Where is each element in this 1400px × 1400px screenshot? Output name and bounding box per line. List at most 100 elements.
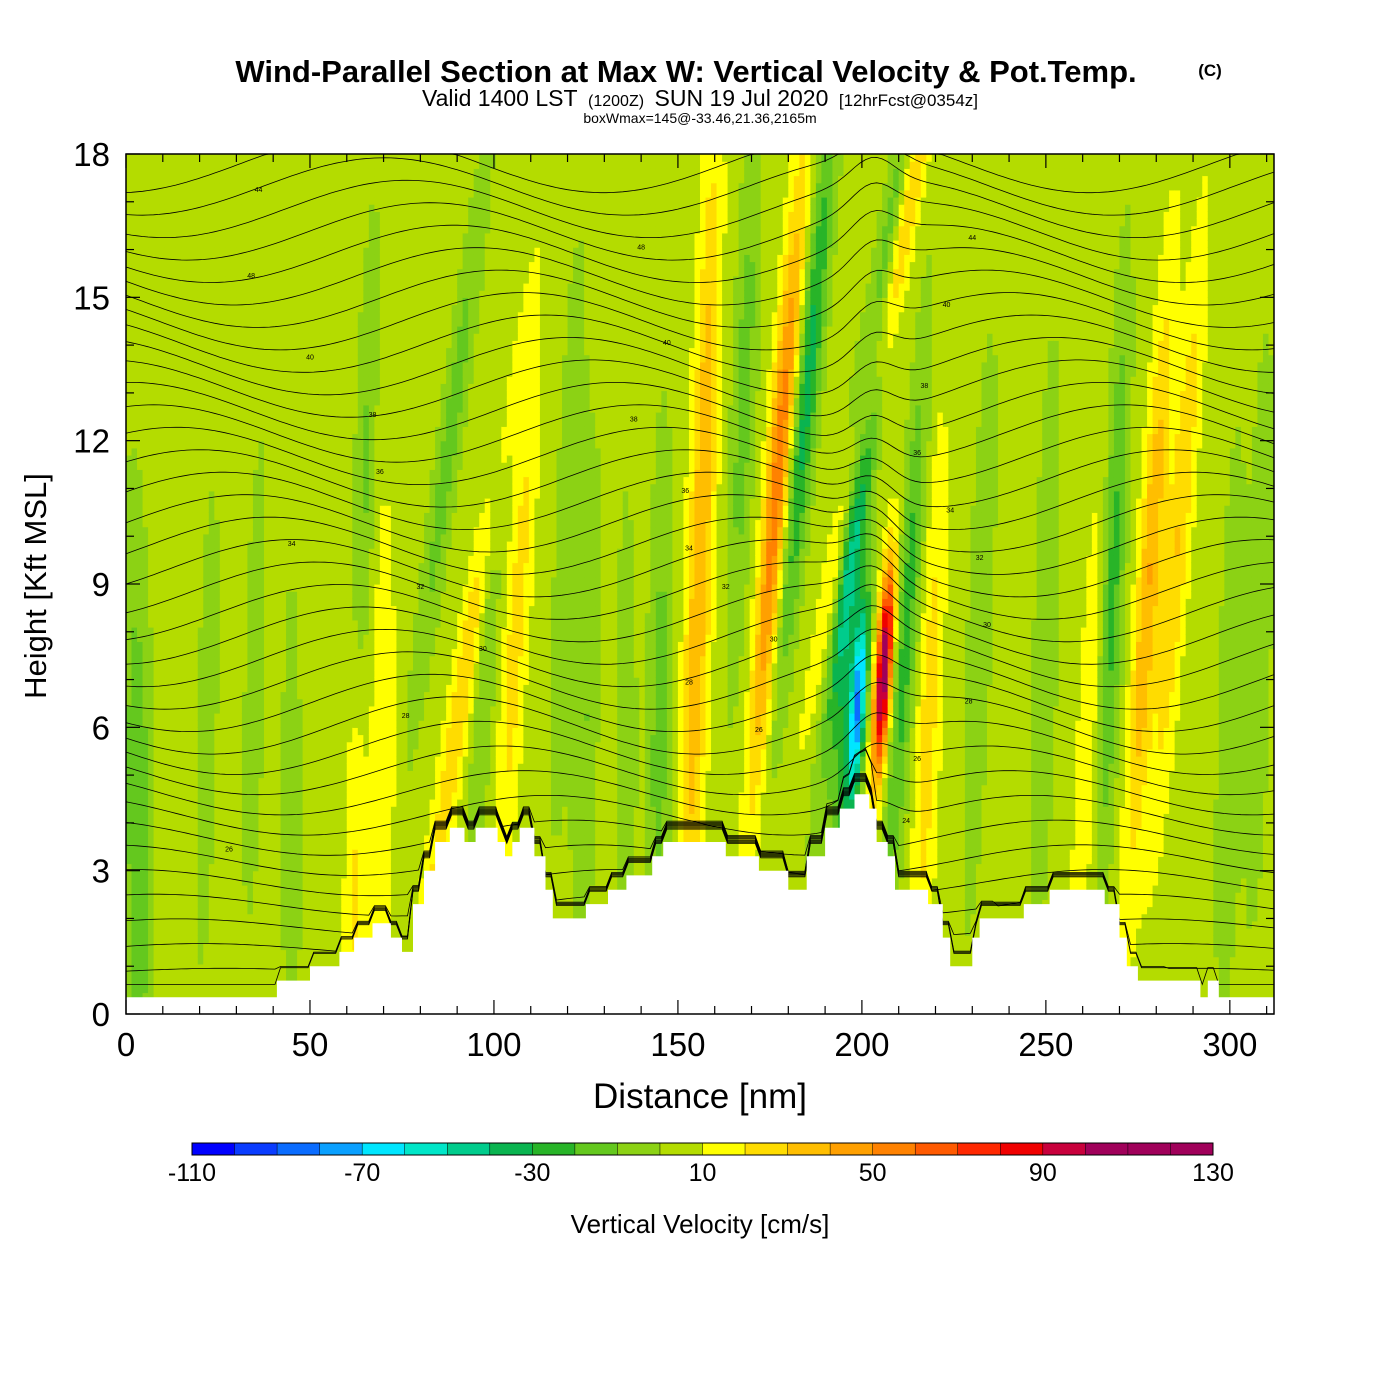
- w-cell: [137, 204, 143, 212]
- w-cell: [159, 591, 165, 599]
- w-cell: [148, 276, 154, 284]
- w-cell: [165, 878, 171, 886]
- w-cell: [181, 376, 187, 384]
- w-cell: [143, 663, 149, 671]
- w-cell: [148, 534, 154, 542]
- w-cell: [170, 376, 176, 384]
- w-cell: [159, 577, 165, 585]
- w-cell: [126, 498, 132, 506]
- w-cell: [159, 713, 165, 721]
- w-cell: [159, 312, 165, 320]
- w-cell: [154, 899, 160, 907]
- w-cell: [170, 219, 176, 227]
- w-cell: [159, 405, 165, 413]
- w-cell: [192, 699, 198, 707]
- w-cell: [165, 950, 171, 958]
- w-cell: [126, 312, 132, 320]
- w-cell: [148, 398, 154, 406]
- w-cell: [132, 477, 138, 485]
- w-cell: [181, 849, 187, 857]
- w-cell: [132, 684, 138, 692]
- w-cell: [148, 441, 154, 449]
- w-cell: [176, 591, 182, 599]
- w-cell: [176, 641, 182, 649]
- w-cell: [132, 692, 138, 700]
- w-cell: [132, 348, 138, 356]
- w-cell: [132, 319, 138, 327]
- w-cell: [159, 369, 165, 377]
- w-cell: [176, 462, 182, 470]
- w-cell: [126, 971, 132, 979]
- w-cell: [132, 713, 138, 721]
- w-cell: [198, 928, 204, 936]
- w-cell: [187, 684, 193, 692]
- w-cell: [143, 448, 149, 456]
- w-cell: [176, 441, 182, 449]
- w-cell: [143, 770, 149, 778]
- w-cell: [148, 426, 154, 434]
- w-cell: [198, 763, 204, 771]
- w-cell: [187, 792, 193, 800]
- w-cell: [192, 168, 198, 176]
- w-cell: [192, 441, 198, 449]
- w-cell: [165, 240, 171, 248]
- w-cell: [148, 419, 154, 427]
- w-cell: [154, 161, 160, 169]
- w-cell: [126, 176, 132, 184]
- w-cell: [148, 262, 154, 270]
- w-cell: [159, 727, 165, 735]
- w-cell: [126, 813, 132, 821]
- w-cell: [176, 735, 182, 743]
- w-cell: [154, 548, 160, 556]
- w-cell: [132, 369, 138, 377]
- w-cell: [159, 957, 165, 965]
- w-cell: [187, 448, 193, 456]
- w-cell: [176, 663, 182, 671]
- w-cell: [181, 348, 187, 356]
- w-cell: [132, 462, 138, 470]
- w-cell: [181, 319, 187, 327]
- w-cell: [154, 563, 160, 571]
- w-cell: [148, 914, 154, 922]
- w-cell: [187, 935, 193, 943]
- w-cell: [165, 770, 171, 778]
- w-cell: [170, 283, 176, 291]
- w-cell: [126, 935, 132, 943]
- w-cell: [143, 878, 149, 886]
- w-cell: [165, 670, 171, 678]
- w-cell: [170, 226, 176, 234]
- w-cell: [176, 548, 182, 556]
- w-cell: [137, 785, 143, 793]
- w-cell: [181, 584, 187, 592]
- w-cell: [170, 921, 176, 929]
- w-cell: [181, 548, 187, 556]
- w-cell: [137, 161, 143, 169]
- w-cell: [170, 434, 176, 442]
- w-cell: [170, 985, 176, 993]
- w-cell: [192, 964, 198, 972]
- w-cell: [159, 548, 165, 556]
- w-cell: [137, 641, 143, 649]
- w-cell: [148, 677, 154, 685]
- w-cell: [154, 577, 160, 585]
- w-cell: [148, 663, 154, 671]
- w-cell: [192, 871, 198, 879]
- w-cell: [187, 928, 193, 936]
- w-cell: [159, 921, 165, 929]
- w-cell: [126, 677, 132, 685]
- w-cell: [170, 168, 176, 176]
- w-cell: [132, 871, 138, 879]
- w-cell: [187, 484, 193, 492]
- w-cell: [154, 434, 160, 442]
- w-cell: [154, 778, 160, 786]
- w-cell: [126, 756, 132, 764]
- w-cell: [159, 799, 165, 807]
- w-cell: [176, 176, 182, 184]
- w-cell: [137, 584, 143, 592]
- w-cell: [148, 355, 154, 363]
- w-cell: [154, 885, 160, 893]
- w-cell: [154, 684, 160, 692]
- w-cell: [181, 254, 187, 262]
- w-cell: [159, 412, 165, 420]
- w-cell: [159, 663, 165, 671]
